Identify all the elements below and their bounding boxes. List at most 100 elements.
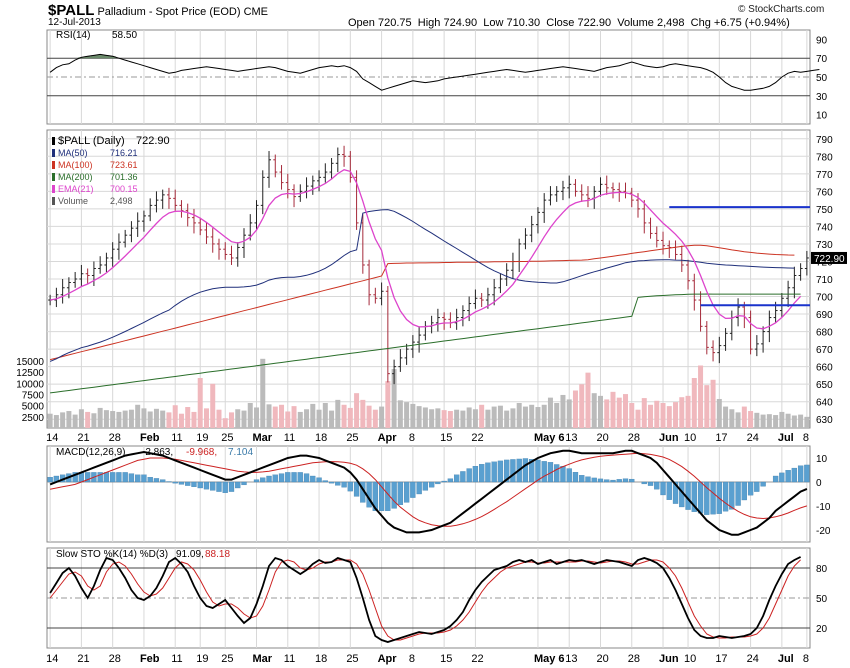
ohlc-bar: [529, 215, 534, 243]
ohlc-bar: [229, 245, 234, 265]
volume-bar: [529, 404, 535, 428]
macd-histogram-bar: [704, 481, 710, 515]
ohlc-bar: [467, 296, 472, 322]
macd-histogram-bar: [479, 464, 485, 483]
volume-bar: [166, 412, 172, 428]
volume-bar: [673, 402, 679, 428]
ohlc-bar: [191, 208, 196, 234]
volume-bar: [247, 403, 253, 428]
ohlc-bar: [548, 186, 553, 206]
price-xlabel-16: 13: [565, 432, 577, 444]
volume-tick-15000: 15000: [16, 357, 44, 368]
volume-bar: [304, 409, 310, 428]
volume-bar: [354, 393, 360, 428]
macd-histogram-bar: [760, 481, 766, 487]
ohlc-bar: [223, 242, 228, 260]
macd-histogram-bar: [260, 477, 266, 483]
volume-bar: [216, 409, 222, 428]
volume-bar: [372, 409, 378, 428]
volume-bar: [579, 384, 585, 428]
volume-bar: [760, 414, 766, 428]
macd-histogram-bar: [285, 472, 291, 483]
volume-bar: [366, 405, 372, 428]
volume-bar: [748, 411, 754, 428]
price-tick-730: 730: [816, 240, 833, 251]
macd-histogram-bar: [316, 477, 322, 483]
macd-histogram-bar: [210, 481, 216, 491]
ohlc-bar: [98, 256, 103, 274]
macd-histogram-bar: [116, 472, 122, 483]
volume-bar: [91, 413, 97, 428]
low-value: 710.30: [506, 17, 541, 29]
macd-histogram-bar: [85, 472, 91, 483]
volume-tick-7500: 7500: [22, 391, 45, 402]
price-tick-740: 740: [816, 222, 833, 233]
macd-histogram-bar: [441, 480, 447, 483]
sto-xlabel-16: 13: [565, 653, 577, 665]
macd-histogram-bar: [541, 461, 547, 483]
volume-bar: [360, 399, 366, 428]
sto-xlabel-5: 19: [196, 653, 208, 665]
macd-histogram-bar: [235, 481, 241, 489]
price-legend-value-2: 723.61: [110, 160, 138, 170]
macd-histogram-bar: [616, 479, 622, 483]
volume-bar: [197, 378, 203, 428]
volume-bar: [616, 397, 622, 428]
macd-histogram-bar: [497, 460, 504, 483]
ohlc-bar: [792, 266, 797, 299]
volume-bar: [466, 407, 472, 428]
price-legend-swatch-4: [52, 185, 55, 193]
ohlc-bar: [166, 187, 171, 209]
ohlc-bar: [692, 273, 697, 311]
ohlc-bar: [404, 343, 409, 365]
volume-bar: [266, 404, 272, 428]
price-xlabel-12: 8: [409, 432, 415, 444]
ma200-line: [50, 293, 801, 394]
ohlc-bar: [254, 200, 259, 230]
ohlc-bar: [473, 289, 478, 309]
ohlc-bar: [711, 340, 716, 362]
sto-xlabel-3: Feb: [140, 653, 160, 665]
rsi-tick-90: 90: [816, 35, 828, 46]
macd-line: [49, 449, 808, 536]
volume-bar: [735, 412, 741, 428]
macd-histogram-bar: [622, 478, 629, 483]
macd-histogram-bar: [141, 474, 147, 483]
volume-bar: [103, 410, 109, 428]
ohlc-bar: [373, 287, 378, 304]
macd-histogram-bar: [178, 481, 185, 485]
price-xlabel-24: 8: [803, 432, 809, 444]
price-tick-690: 690: [816, 310, 833, 321]
volume-bar: [203, 408, 209, 428]
ohlc-bar: [204, 222, 209, 244]
price-xlabel-6: 25: [221, 432, 233, 444]
macd-histogram-bar: [572, 472, 579, 483]
volume-bar: [685, 395, 691, 428]
ohlc-bar: [798, 263, 803, 281]
macd-histogram-bar: [128, 473, 135, 483]
ma100-line: [49, 244, 795, 361]
price-legend-swatch-0: [52, 137, 55, 145]
macd-histogram-bar: [160, 479, 166, 483]
sto-xlabel-18: 28: [628, 653, 640, 665]
volume-bar: [153, 408, 159, 428]
volume-bar: [410, 403, 416, 428]
macd-histogram-bar: [629, 478, 635, 483]
macd-tick--20: -20: [816, 526, 831, 537]
macd-histogram-bar: [597, 478, 604, 483]
sto-tick-80: 80: [816, 564, 828, 575]
volume-bar: [222, 418, 228, 428]
ohlc-bar: [285, 173, 290, 199]
macd-histogram-bar: [491, 461, 497, 483]
ohlc-bar: [717, 336, 722, 364]
rsi-legend-value: 58.50: [112, 30, 137, 41]
macd-histogram-bar: [203, 481, 210, 490]
sto-xlabel-6: 25: [221, 653, 233, 665]
volume-bar: [53, 415, 59, 428]
ohlc-bar: [661, 231, 666, 255]
volume-bar: [191, 411, 197, 428]
macd-histogram-bar: [504, 459, 510, 483]
ohlc-bar: [279, 165, 284, 190]
price-xlabel-13: 15: [440, 432, 452, 444]
